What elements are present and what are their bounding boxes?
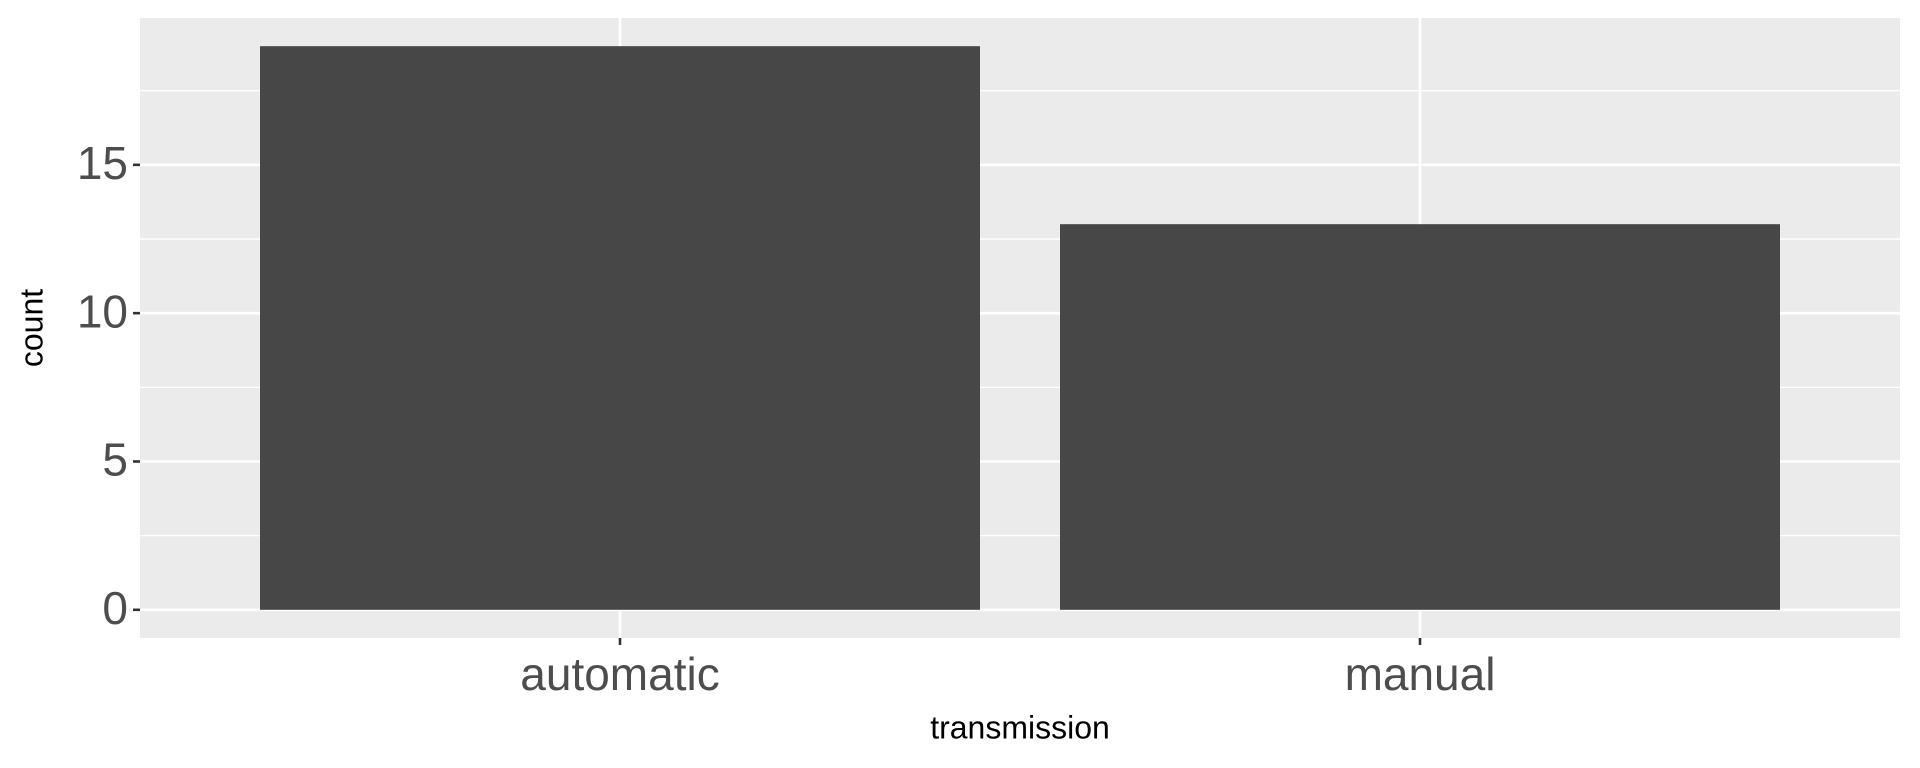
y-tick-label: 0 bbox=[102, 582, 128, 634]
x-tick-label: manual bbox=[1345, 648, 1496, 700]
y-tick-label: 10 bbox=[77, 285, 128, 337]
y-tick-label: 15 bbox=[77, 137, 128, 189]
y-axis-title: count bbox=[13, 289, 49, 367]
x-axis-title: transmission bbox=[930, 709, 1110, 745]
bar bbox=[1060, 224, 1780, 610]
y-tick-label: 5 bbox=[102, 434, 128, 486]
x-tick-label: automatic bbox=[520, 648, 719, 700]
bar bbox=[260, 46, 980, 610]
